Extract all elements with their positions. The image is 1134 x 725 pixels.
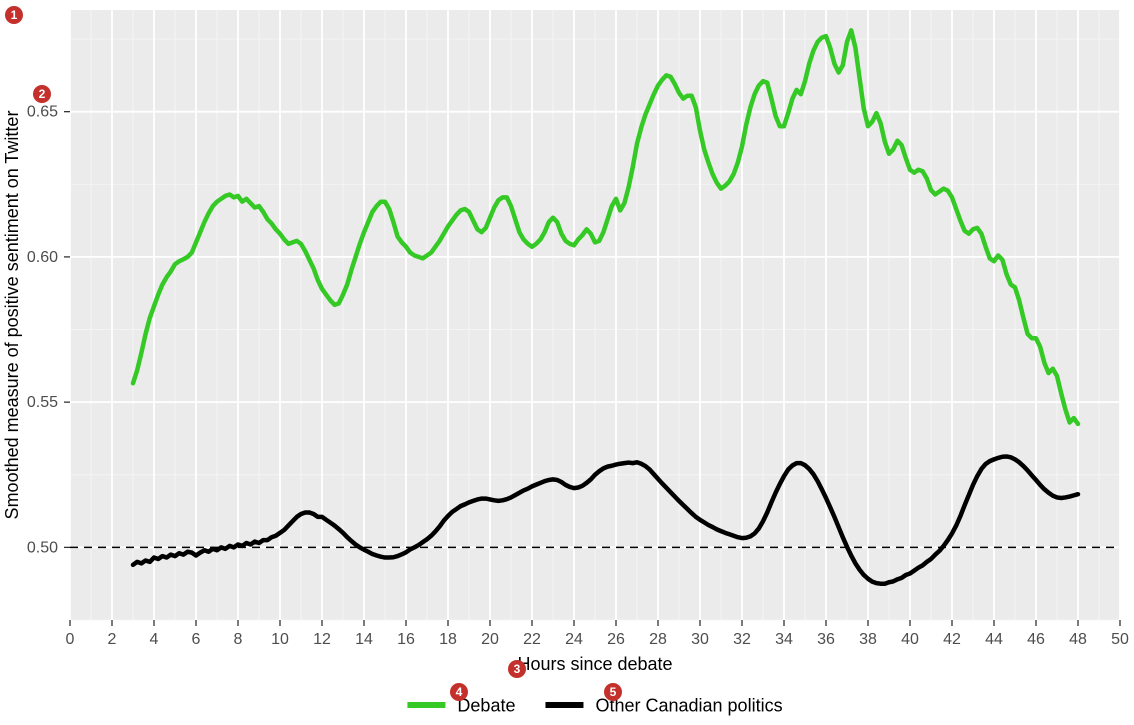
sentiment-chart: 0246810121416182022242628303234363840424…	[0, 0, 1134, 720]
x-tick-label: 38	[859, 631, 877, 648]
legend-swatch	[545, 702, 583, 708]
x-tick-label: 22	[523, 631, 541, 648]
x-axis-label: Hours since debate	[517, 654, 672, 674]
y-tick-label: 0.60	[27, 249, 58, 266]
x-tick-label: 20	[481, 631, 499, 648]
x-tick-label: 26	[607, 631, 625, 648]
chart-svg: 0246810121416182022242628303234363840424…	[0, 0, 1134, 720]
x-tick-label: 0	[66, 631, 75, 648]
x-tick-label: 40	[901, 631, 919, 648]
x-tick-label: 2	[108, 631, 117, 648]
x-tick-label: 28	[649, 631, 667, 648]
x-tick-label: 14	[355, 631, 373, 648]
x-tick-label: 36	[817, 631, 835, 648]
legend-swatch	[407, 702, 445, 708]
x-tick-label: 32	[733, 631, 751, 648]
x-tick-label: 42	[943, 631, 961, 648]
x-ticks: 0246810121416182022242628303234363840424…	[66, 620, 1129, 648]
legend-label: Other Canadian politics	[595, 695, 782, 715]
x-tick-label: 4	[150, 631, 159, 648]
x-tick-label: 30	[691, 631, 709, 648]
y-axis-label: Smoothed measure of positive sentiment o…	[2, 111, 22, 520]
x-tick-label: 18	[439, 631, 457, 648]
x-tick-label: 24	[565, 631, 583, 648]
legend-label: Debate	[457, 695, 515, 715]
legend: Debate Other Canadian politics	[407, 695, 782, 715]
x-tick-label: 6	[192, 631, 201, 648]
x-tick-label: 16	[397, 631, 415, 648]
x-tick-label: 44	[985, 631, 1003, 648]
x-tick-label: 10	[271, 631, 289, 648]
x-tick-label: 48	[1069, 631, 1087, 648]
x-tick-label: 8	[234, 631, 243, 648]
y-ticks: 0.50 0.55 0.60 0.65	[27, 104, 70, 557]
x-tick-label: 50	[1111, 631, 1129, 648]
y-tick-label: 0.55	[27, 394, 58, 411]
x-tick-label: 12	[313, 631, 331, 648]
x-tick-label: 46	[1027, 631, 1045, 648]
y-tick-label: 0.65	[27, 104, 58, 121]
x-tick-label: 34	[775, 631, 793, 648]
y-tick-label: 0.50	[27, 539, 58, 556]
